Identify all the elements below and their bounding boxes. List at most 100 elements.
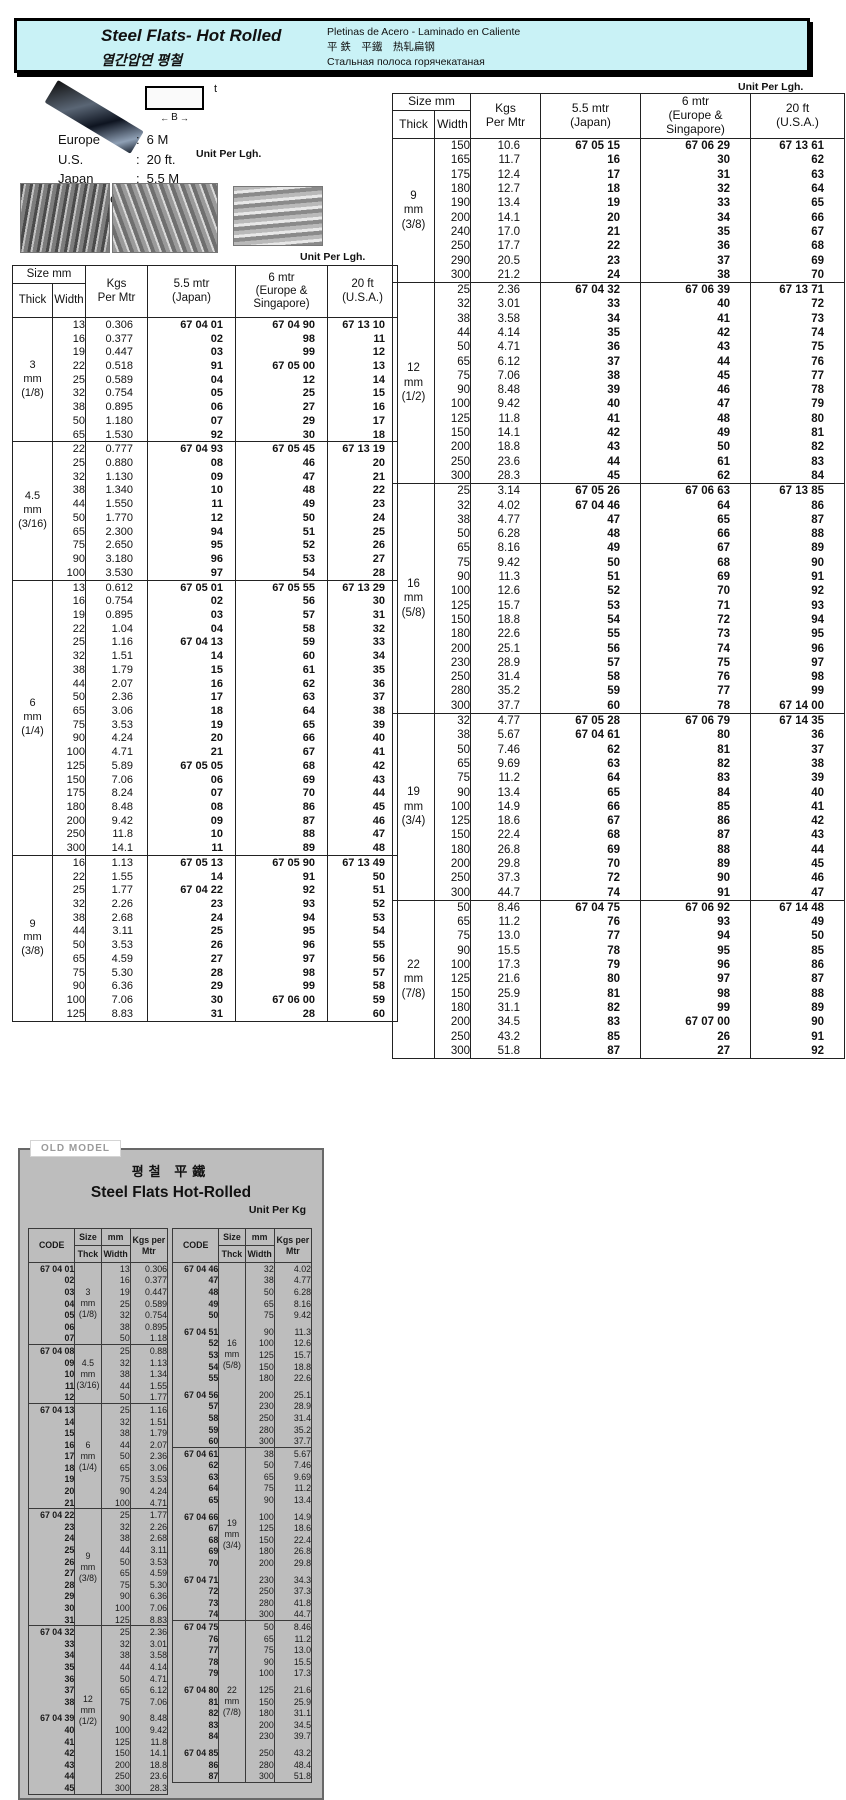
table-row: 44 2.07 16 62 36 bbox=[13, 676, 398, 691]
spacer-cell bbox=[100, 1707, 131, 1713]
kgs-cell: 6.12 bbox=[129, 1684, 168, 1696]
table-row: 73 280 41.8 bbox=[171, 1597, 312, 1609]
table-row: 125 15.7 53 71 93 bbox=[393, 598, 845, 613]
table-row: 125 5.89 67 05 05 68 42 bbox=[13, 759, 398, 773]
code-europe-cell: 48 bbox=[640, 411, 751, 426]
code-japan-cell: 67 05 15 bbox=[540, 138, 641, 154]
code-europe-cell: 67 06 63 bbox=[640, 483, 751, 499]
code-cell: 81 bbox=[171, 1695, 219, 1708]
code-japan-cell: 67 04 61 bbox=[540, 728, 641, 743]
table-row: 50 6.28 48 66 88 bbox=[393, 527, 845, 542]
code-japan-cell: 11 bbox=[147, 497, 236, 512]
width-cell: 13 bbox=[51, 316, 86, 332]
table-row: 180 31.1 82 99 89 bbox=[393, 1000, 845, 1016]
code-usa-cell: 88 bbox=[750, 986, 845, 1001]
table-row: 77 75 13.0 bbox=[171, 1644, 312, 1656]
width-cell: 75 bbox=[433, 368, 471, 384]
code-japan-cell: 07 bbox=[147, 786, 236, 801]
code-cell: 84 bbox=[171, 1730, 219, 1743]
width-cell: 250 bbox=[433, 454, 471, 469]
cross-section-diagram: t ← B → bbox=[145, 83, 217, 123]
kgs-cell: 9.42 bbox=[470, 555, 541, 570]
table-row: 32 1.130 09 47 21 bbox=[13, 469, 398, 484]
kgs-cell: 4.77 bbox=[273, 1274, 312, 1287]
width-cell: 125 bbox=[433, 598, 471, 613]
subtitle-spanish: Pletinas de Acero - Laminado en Caliente bbox=[327, 26, 521, 38]
code-europe-cell: 96 bbox=[640, 957, 751, 973]
width-cell: 65 bbox=[433, 756, 471, 772]
europe-6mtr-header: 6 mtr (Europe & Singapore) bbox=[235, 265, 328, 318]
table-row: 07 50 1.18 bbox=[27, 1332, 168, 1345]
table-row: 67 04 75 22 mm (7/8) 50 8.46 bbox=[171, 1620, 312, 1783]
kgs-cell: 0.589 bbox=[85, 372, 148, 387]
kgs-cell: 8.16 bbox=[470, 541, 541, 556]
spacer-row bbox=[27, 1707, 168, 1713]
table-row: 10 38 1.34 bbox=[27, 1368, 168, 1380]
kgs-cell: 7.06 bbox=[129, 1602, 168, 1614]
code-usa-cell: 83 bbox=[750, 454, 845, 469]
code-usa-cell: 36 bbox=[750, 728, 845, 743]
kgs-cell: 6.28 bbox=[470, 527, 541, 542]
code-europe-cell: 35 bbox=[640, 224, 751, 240]
kgs-cell: 13.0 bbox=[273, 1644, 312, 1656]
width-cell: 38 bbox=[51, 400, 86, 415]
table-row: 200 34.5 83 67 07 00 90 bbox=[393, 1015, 845, 1030]
page-title-korean: 열간압연 평철 bbox=[101, 52, 183, 68]
code-japan-cell: 24 bbox=[540, 267, 641, 283]
kgs-cell: 0.895 bbox=[85, 400, 148, 415]
table-row: 67 04 01 3 mm (1/8) 13 0.306 bbox=[27, 1261, 168, 1345]
table-row: 45 300 28.3 bbox=[27, 1782, 168, 1795]
code-cell: 20 bbox=[27, 1485, 75, 1497]
code-usa-cell: 89 bbox=[750, 1000, 845, 1016]
kgs-cell: 1.16 bbox=[85, 635, 148, 650]
code-usa-cell: 38 bbox=[327, 704, 398, 718]
thickness-cell: 6 mm (1/4) bbox=[12, 579, 53, 856]
table-row: 250 17.7 22 36 68 bbox=[393, 239, 845, 254]
width-cell: 125 bbox=[244, 1522, 275, 1535]
width-cell: 250 bbox=[244, 1747, 275, 1759]
table-row: 230 28.9 57 75 97 bbox=[393, 655, 845, 670]
kgs-cell: 18.8 bbox=[273, 1360, 312, 1373]
table-row: 38 3.58 34 41 73 bbox=[393, 311, 845, 326]
width-cell: 100 bbox=[244, 1337, 275, 1350]
code-europe-cell: 64 bbox=[640, 498, 751, 513]
width-cell: 32 bbox=[100, 1309, 131, 1321]
width-cell: 50 bbox=[51, 690, 86, 705]
table-row: 76 65 11.2 bbox=[171, 1632, 312, 1645]
code-usa-cell: 22 bbox=[327, 483, 398, 498]
length-value: 6 M bbox=[146, 132, 169, 147]
spacer-row bbox=[171, 1742, 312, 1748]
kgs-cell: 35.2 bbox=[273, 1423, 312, 1436]
code-japan-cell: 66 bbox=[540, 799, 641, 814]
table-row: 125 8.83 31 28 60 bbox=[13, 1006, 398, 1022]
code-cell: 63 bbox=[171, 1471, 219, 1483]
kgs-cell: 5.67 bbox=[470, 728, 541, 743]
table-row: 175 12.4 17 31 63 bbox=[393, 167, 845, 182]
table-row: 44 250 23.6 bbox=[27, 1770, 168, 1783]
code-cell: 16 bbox=[27, 1438, 75, 1451]
table-row: 22 0.518 91 67 05 00 13 bbox=[13, 359, 398, 373]
kgs-cell: 17.3 bbox=[273, 1667, 312, 1680]
kgs-cell: 3.14 bbox=[470, 483, 541, 499]
code-usa-cell: 37 bbox=[327, 690, 398, 705]
code-europe-cell: 84 bbox=[640, 785, 751, 800]
old-model-title: Steel Flats Hot-Rolled bbox=[90, 1184, 252, 1201]
kgs-cell: 18.8 bbox=[470, 440, 541, 455]
code-japan-cell: 29 bbox=[147, 979, 236, 994]
table-row: 75 2.650 95 52 26 bbox=[13, 538, 398, 553]
code-japan-cell: 21 bbox=[147, 745, 236, 759]
table-row: 100 7.06 30 67 06 00 59 bbox=[13, 993, 398, 1007]
width-cell: 38 bbox=[244, 1274, 275, 1287]
width-cell: 300 bbox=[244, 1770, 275, 1783]
code-cell: 05 bbox=[27, 1309, 75, 1321]
code-cell: 67 04 75 bbox=[171, 1620, 219, 1633]
code-japan-cell: 78 bbox=[540, 943, 641, 958]
code-cell: 69 bbox=[171, 1545, 219, 1558]
table-row: 150 18.8 54 72 94 bbox=[393, 612, 845, 628]
width-cell: 200 bbox=[433, 1015, 471, 1030]
code-europe-cell: 98 bbox=[640, 986, 751, 1001]
code-japan-cell: 20 bbox=[540, 210, 641, 225]
table-row: 33 32 3.01 bbox=[27, 1638, 168, 1650]
width-cell: 65 bbox=[100, 1462, 131, 1474]
table-row: 90 13.4 65 84 40 bbox=[393, 785, 845, 800]
